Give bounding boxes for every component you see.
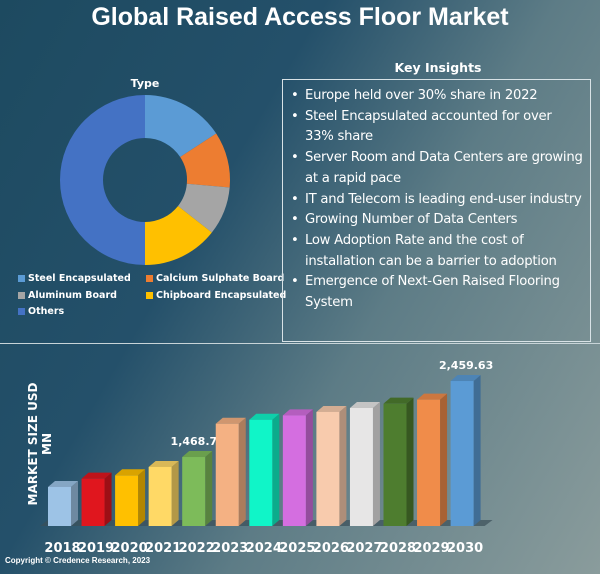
bar-side-2019 [104, 472, 112, 526]
bar-side-2020 [138, 469, 146, 526]
x-tick-label: 2030 [447, 541, 483, 556]
bar-top-2018 [48, 480, 78, 487]
x-tick-label: 2028 [380, 541, 416, 556]
bar-top-2027 [349, 401, 380, 408]
legend-item: Chipboard Encapsulated [146, 290, 286, 301]
bar-side-2023 [238, 417, 246, 526]
bar-side-2026 [339, 405, 347, 526]
x-tick-label: 2023 [212, 541, 248, 556]
bar-top-2026 [316, 405, 347, 412]
bar-2025 [282, 415, 306, 526]
donut-slice-others [60, 95, 145, 265]
donut-slice-calcium-sulphate-board [180, 133, 230, 188]
insight-item: Steel Encapsulated accounted for over 33… [291, 107, 584, 148]
legend-label: Steel Encapsulated [28, 273, 131, 284]
legend-swatch [146, 275, 153, 282]
bar-2023 [215, 423, 239, 526]
insight-item: Emergence of Next-Gen Raised Flooring Sy… [291, 272, 584, 313]
legend-item: Calcium Sulphate Board [146, 273, 284, 284]
legend-item: Steel Encapsulated [18, 273, 131, 284]
legend-label: Others [28, 306, 65, 317]
bar-2019 [81, 478, 105, 526]
legend-label: Aluminum Board [28, 290, 117, 301]
bar-2021 [148, 466, 172, 526]
donut-slice-steel-encapsulated [145, 95, 217, 158]
bar-side-2027 [372, 401, 380, 526]
donut-title: Type [130, 77, 160, 90]
bar-side-2022 [205, 451, 213, 526]
key-insights-title: Key Insights [394, 60, 482, 75]
bar-2028 [383, 403, 407, 526]
legend-swatch [146, 292, 153, 299]
legend-item: Aluminum Board [18, 290, 117, 301]
key-insights-list: Europe held over 30% share in 2022Steel … [289, 86, 584, 314]
bar-2022 [182, 457, 206, 526]
legend-label: Chipboard Encapsulated [156, 290, 287, 301]
bar-top-2028 [383, 397, 414, 404]
x-tick-label: 2027 [346, 541, 382, 556]
bar-2026 [316, 411, 340, 526]
x-tick-label: 2020 [112, 541, 148, 556]
legend-swatch [18, 308, 25, 315]
bar-top-2030 [450, 375, 481, 382]
x-tick-label: 2021 [145, 541, 181, 556]
donut-slice-aluminum-board [178, 183, 230, 233]
bar-side-2028 [406, 397, 414, 526]
key-insights-box: Europe held over 30% share in 2022Steel … [282, 79, 591, 342]
legend-swatch [18, 275, 25, 282]
divider [0, 343, 600, 344]
legend-label: Calcium Sulphate Board [156, 273, 285, 284]
data-label: 2,459.63 [439, 359, 493, 372]
bar-top-2023 [215, 417, 246, 424]
bar-2029 [417, 399, 441, 526]
x-tick-label: 2029 [413, 541, 449, 556]
x-tick-label: 2018 [44, 541, 80, 556]
bar-side-2030 [473, 375, 481, 526]
data-label: 1,468.72 [171, 435, 225, 448]
x-tick-label: 2019 [78, 541, 114, 556]
x-tick-label: 2026 [313, 541, 349, 556]
insight-item: Europe held over 30% share in 2022 [291, 86, 584, 107]
x-tick-label: 2024 [246, 541, 282, 556]
legend-item: Others [18, 306, 64, 317]
bar-top-2022 [182, 451, 213, 458]
bar-top-2020 [115, 469, 146, 476]
insight-item: Low Adoption Rate and the cost of instal… [291, 231, 584, 272]
bar-side-2024 [272, 413, 280, 526]
insight-item: Growing Number of Data Centers [291, 210, 584, 231]
bar-2020 [115, 475, 139, 526]
legend-swatch [18, 292, 25, 299]
bar-top-2025 [282, 409, 313, 416]
donut-chart [60, 95, 230, 265]
copyright: Copyright © Credence Research, 2023 [5, 556, 151, 565]
x-tick-label: 2022 [179, 541, 215, 556]
bar-top-2024 [249, 413, 280, 420]
bar-side-2029 [440, 393, 448, 526]
insight-item: IT and Telecom is leading end-user indus… [291, 190, 584, 211]
bar-2030 [450, 381, 474, 526]
bar-top-2019 [81, 472, 112, 479]
x-tick-label: 2025 [279, 541, 315, 556]
bar-top-2021 [148, 460, 179, 467]
bar-side-2018 [71, 480, 78, 526]
bar-2024 [249, 419, 273, 526]
bar-2027 [349, 407, 373, 526]
insight-item: Server Room and Data Centers are growing… [291, 148, 584, 189]
bar-2018 [48, 486, 71, 526]
bar-top-2029 [417, 393, 448, 400]
bar-side-2025 [305, 409, 313, 526]
donut-slice-chipboard-encapsulated [145, 205, 212, 265]
bar-side-2021 [171, 460, 179, 526]
page-title: Global Raised Access Floor Market [91, 3, 509, 31]
